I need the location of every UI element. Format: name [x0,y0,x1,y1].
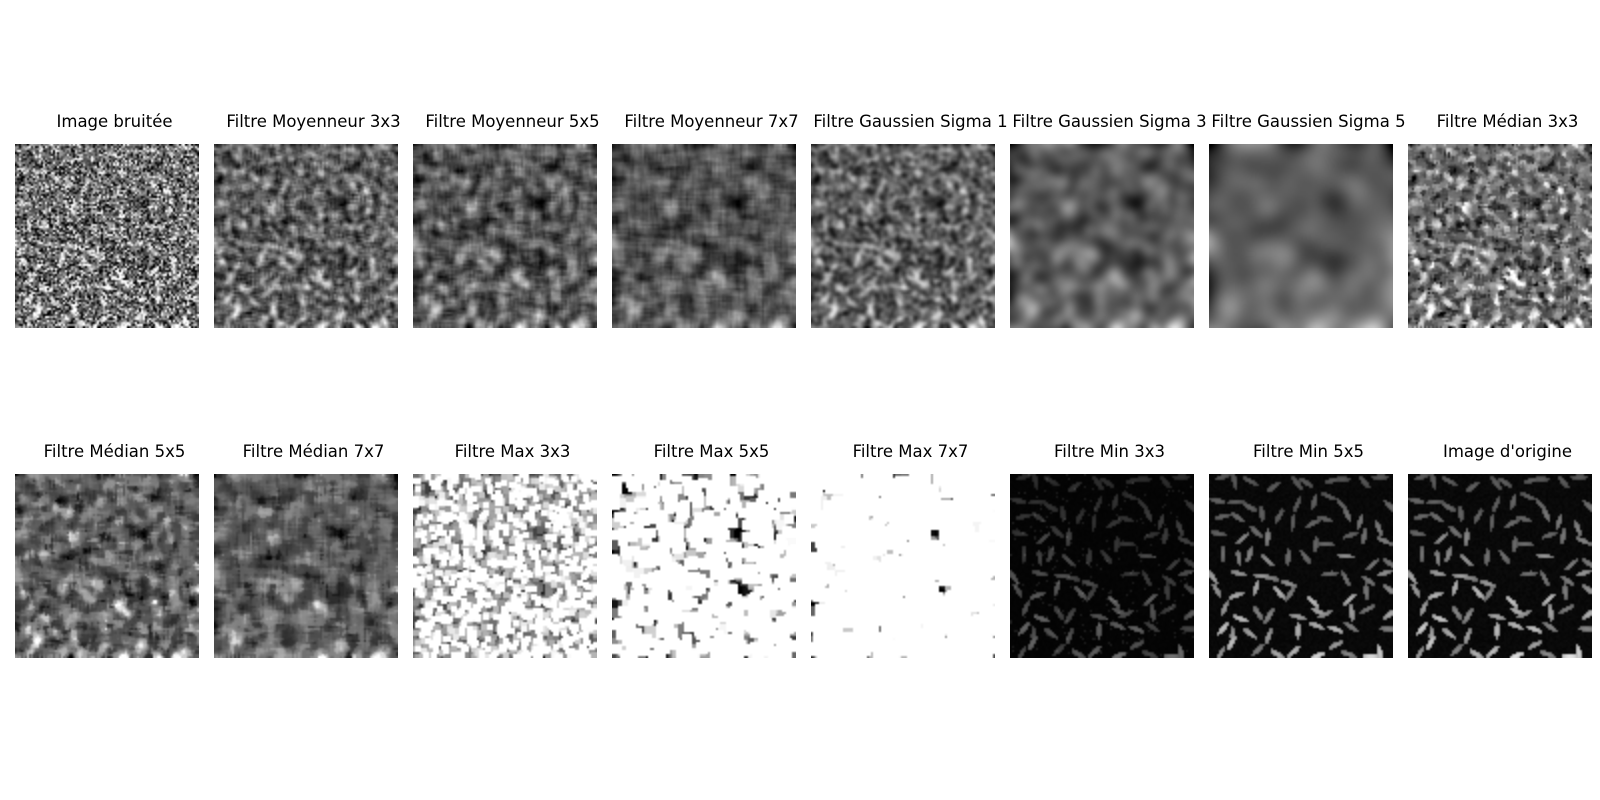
panel-title: Filtre Gaussien Sigma 5 [1211,112,1406,131]
panel-title: Filtre Moyenneur 5x5 [425,112,600,131]
panel-title: Filtre Moyenneur 3x3 [226,112,401,131]
min-filter-5x5-image [1209,474,1393,658]
panel-title: Image bruitée [56,112,173,131]
median-filter-7x7-image [214,474,398,658]
mean-filter-3x3-image [214,144,398,328]
panel-title: Filtre Gaussien Sigma 1 [813,112,1008,131]
max-filter-7x7-image [811,474,995,658]
original-image [1408,474,1592,658]
panel-title: Image d'origine [1442,442,1573,461]
mean-filter-5x5-image [413,144,597,328]
mean-filter-7x7-image [612,144,796,328]
panel-title: Filtre Min 5x5 [1252,442,1365,461]
panel-title: Filtre Gaussien Sigma 3 [1012,112,1207,131]
max-filter-3x3-image [413,474,597,658]
panel-title: Filtre Min 3x3 [1053,442,1166,461]
panel-title: Filtre Médian 5x5 [43,442,186,461]
panel-title: Filtre Max 7x7 [852,442,969,461]
panel-title: Filtre Max 3x3 [454,442,571,461]
min-filter-3x3-image [1010,474,1194,658]
gaussian-sigma-1-image [811,144,995,328]
max-filter-5x5-image [612,474,796,658]
panel-title: Filtre Médian 7x7 [242,442,385,461]
median-filter-5x5-image [15,474,199,658]
gaussian-sigma-3-image [1010,144,1194,328]
median-filter-3x3-image [1408,144,1592,328]
panel-title: Filtre Max 5x5 [653,442,770,461]
noisy-image [15,144,199,328]
gaussian-sigma-5-image [1209,144,1393,328]
panel-title: Filtre Moyenneur 7x7 [624,112,799,131]
panel-title: Filtre Médian 3x3 [1436,112,1579,131]
